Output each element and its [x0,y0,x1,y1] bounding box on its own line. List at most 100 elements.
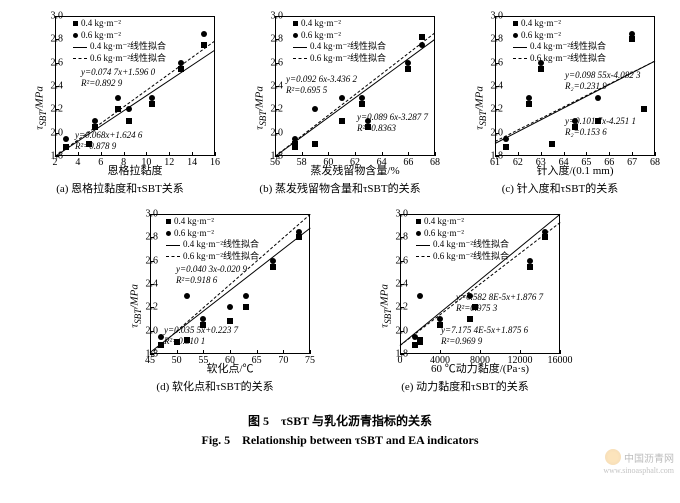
y-tick-mark [495,39,499,40]
x-tick-mark [302,152,303,156]
x-tick-mark [655,152,656,156]
data-point-04 [405,66,411,72]
legend-label: 0.6 kg·m⁻²线性拟合 [183,251,259,263]
y-tick-mark [400,237,404,238]
legend-label: 0.4 kg·m⁻²线性拟合 [90,41,166,53]
data-point-06 [92,118,98,124]
data-point-06 [126,106,132,112]
x-tick-label: 55 [198,355,208,366]
data-point-04 [296,234,302,240]
data-point-04 [126,118,132,124]
x-tick-mark [257,350,258,354]
legend-item: 0.4 kg·m⁻² [416,216,509,228]
legend-item: 0.4 kg·m⁻²线性拟合 [166,239,259,251]
x-tick-mark [310,350,311,354]
x-tick-label: 67 [627,157,637,168]
chart-subtitle: (a) 恩格拉黏度和τSBT关系 [15,180,225,196]
square-marker-icon [513,21,518,26]
x-tick-label: 64 [377,157,387,168]
x-tick-mark [586,152,587,156]
x-tick-mark [435,152,436,156]
data-point-06 [312,106,318,112]
legend-label: 0.4 kg·m⁻²线性拟合 [310,41,386,53]
legend-label: 0.4 kg·m⁻² [81,18,121,30]
y-tick-mark [150,237,154,238]
y-axis-label: τSBT/MPa [34,86,48,130]
legend-label: 0.6 kg·m⁻² [81,30,121,42]
solid-line-icon [166,245,180,246]
chart-e-dynamic-viscosity: τSBT/MPa60 ℃动力黏度/(Pa·s)(e) 动力黏度和τSBT的关系1… [360,206,570,406]
legend-label: 0.6 kg·m⁻²线性拟合 [90,53,166,65]
x-tick-label: 8000 [470,355,490,366]
data-point-06 [417,293,423,299]
legend-item: 0.6 kg·m⁻² [73,30,166,42]
legend-label: 0.6 kg·m⁻²线性拟合 [433,251,509,263]
x-tick-label: 68 [650,157,660,168]
data-point-04 [92,124,98,130]
data-point-06 [417,339,423,345]
data-point-06 [243,293,249,299]
x-tick-mark [632,152,633,156]
x-tick-mark [520,350,521,354]
x-tick-mark [124,152,125,156]
data-point-04 [526,101,532,107]
data-point-04 [542,234,548,240]
dashed-line-icon [166,256,180,257]
data-point-06 [526,95,532,101]
y-tick-mark [495,63,499,64]
x-tick-label: 64 [559,157,569,168]
legend: 0.4 kg·m⁻²0.6 kg·m⁻²0.4 kg·m⁻²线性拟合0.6 kg… [73,18,166,65]
data-point-06 [292,141,298,147]
y-tick-mark [495,86,499,87]
legend-label: 0.6 kg·m⁻² [174,228,214,240]
legend-item: 0.4 kg·m⁻²线性拟合 [513,41,606,53]
x-tick-mark [382,152,383,156]
data-point-06 [641,106,647,112]
data-point-04 [63,144,69,150]
dashed-line-icon [513,58,527,59]
y-tick-mark [150,307,154,308]
y-tick-mark [150,284,154,285]
fit-equation-06: y=0.092 6x-3.436 2R²=0.695 5 [286,74,357,96]
square-marker-icon [416,219,421,224]
legend-label: 0.6 kg·m⁻² [301,30,341,42]
circle-marker-icon [293,33,298,38]
legend-item: 0.4 kg·m⁻²线性拟合 [416,239,509,251]
data-point-06 [149,95,155,101]
y-tick-mark [55,86,59,87]
fit-equation-06: y=0.098 55x-4.082 3R₂=0.231 9 [565,70,641,92]
y-tick-mark [150,214,154,215]
y-tick-mark [495,16,499,17]
x-tick-mark [564,152,565,156]
caption-english: Fig. 5 Relationship between τSBT and EA … [10,431,670,448]
y-axis-label: τSBT/MPa [379,284,393,328]
solid-line-icon [293,47,307,48]
x-tick-mark [400,350,401,354]
x-tick-label: 10 [141,157,151,168]
circle-marker-icon [73,33,78,38]
x-tick-label: 0 [398,355,403,366]
watermark-text: 中国沥青网 [624,450,674,465]
legend-label: 0.4 kg·m⁻² [301,18,341,30]
y-tick-mark [400,261,404,262]
x-tick-label: 58 [297,157,307,168]
data-point-06 [158,334,164,340]
square-marker-icon [73,21,78,26]
legend-item: 0.6 kg·m⁻² [166,228,259,240]
x-tick-mark [192,152,193,156]
legend-label: 0.6 kg·m⁻² [424,228,464,240]
legend-item: 0.6 kg·m⁻²线性拟合 [166,251,259,263]
y-tick-mark [55,133,59,134]
data-point-06 [595,95,601,101]
legend-item: 0.6 kg·m⁻² [513,30,606,42]
data-point-04 [538,66,544,72]
dashed-line-icon [416,256,430,257]
x-tick-label: 16000 [548,355,573,366]
fit-equation-04: y=0.101 7x-4.251 1R₂=0.153 6 [565,116,636,138]
chart-d-softening-point: τSBT/MPa软化点/℃(d) 软化点和τSBT的关系1.82.02.22.4… [110,206,320,406]
y-tick-mark [400,284,404,285]
x-tick-label: 65 [581,157,591,168]
x-tick-mark [480,350,481,354]
legend-item: 0.4 kg·m⁻² [166,216,259,228]
chart-subtitle: (b) 蒸发残留物含量和τSBT的关系 [235,180,445,196]
